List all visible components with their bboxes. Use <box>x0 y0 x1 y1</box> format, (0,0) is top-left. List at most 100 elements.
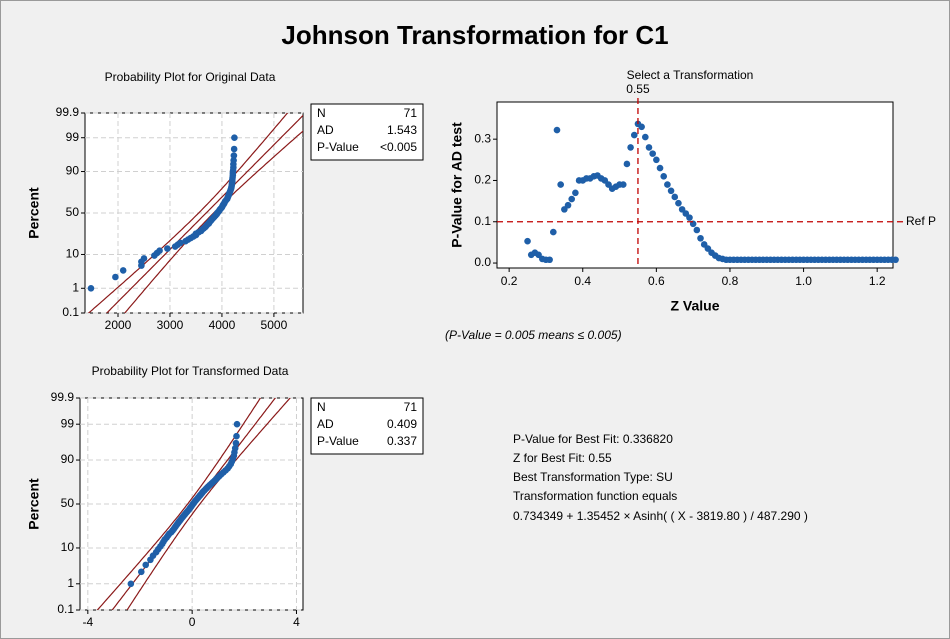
stats-label: AD <box>317 417 334 431</box>
data-point <box>664 181 671 188</box>
data-point <box>638 123 645 131</box>
data-point <box>142 561 150 569</box>
note: (P-Value = 0.005 means ≤ 0.005) <box>445 328 622 342</box>
x-tick-label: 0 <box>189 615 196 629</box>
y-tick-label: 0.1 <box>62 305 79 319</box>
chart-title: Select a Transformation <box>627 68 754 82</box>
data-point <box>686 214 693 221</box>
y-axis-label: P-Value for AD test <box>449 122 465 248</box>
stats-box: N 71 AD 1.543 P-Value <0.005 <box>310 103 424 161</box>
data-point <box>127 580 135 588</box>
data-point <box>671 193 679 201</box>
summary: P-Value for Best Fit: 0.336820 Z for Bes… <box>513 432 808 523</box>
data-point <box>653 156 660 164</box>
summary-line: Best Transformation Type: SU <box>513 470 673 484</box>
fit-line <box>105 114 303 313</box>
data-point <box>230 145 238 153</box>
data-point <box>572 189 579 197</box>
data-point <box>697 234 704 242</box>
data-point <box>619 181 627 188</box>
summary-line: Z for Best Fit: 0.55 <box>513 451 612 465</box>
stats-frame <box>310 397 424 455</box>
data-point <box>623 160 631 168</box>
y-tick-label: 10 <box>66 247 80 261</box>
stats-box: N 71 AD 0.409 P-Value 0.337 <box>310 397 424 455</box>
stats-value: 71 <box>404 106 418 120</box>
stats-frame <box>310 103 424 161</box>
data-point <box>177 239 184 247</box>
x-tick-label: -4 <box>82 615 93 629</box>
summary-line: 0.734349 + 1.35452 × Asinh( ( X - 3819.8… <box>513 509 808 523</box>
stats-value: 0.337 <box>387 434 417 448</box>
data-point <box>553 126 561 134</box>
x-tick-label: 4000 <box>209 318 236 332</box>
data-point <box>137 568 145 576</box>
y-tick-label: 0.0 <box>474 255 491 269</box>
stats-label: AD <box>317 123 334 137</box>
x-tick-label: 4 <box>293 615 300 629</box>
data-point <box>568 195 576 203</box>
y-axis-label: Percent <box>26 187 42 239</box>
data-point <box>675 199 682 207</box>
data-point <box>140 255 148 262</box>
data-point <box>233 420 241 428</box>
x-tick-label: 0.2 <box>501 274 518 288</box>
data-point <box>233 432 240 440</box>
x-tick-label: 3000 <box>157 318 184 332</box>
data-point <box>164 245 171 252</box>
data-point <box>557 181 564 188</box>
y-tick-label: 50 <box>61 496 75 510</box>
y-tick-label: 90 <box>61 452 75 466</box>
reference-label: Ref P <box>906 214 936 228</box>
x-tick-label: 1.2 <box>869 274 886 288</box>
data-point <box>524 237 531 245</box>
data-point <box>667 187 675 195</box>
data-point <box>232 439 240 447</box>
stats-label: P-Value <box>317 140 359 154</box>
data-point <box>119 267 127 274</box>
y-tick-label: 0.1 <box>57 602 74 616</box>
stats-value: <0.005 <box>380 140 417 154</box>
data-point <box>693 226 701 234</box>
data-point <box>645 144 653 151</box>
data-point <box>156 247 163 255</box>
x-axis-label: Z Value <box>670 298 719 314</box>
data-point <box>564 201 572 209</box>
x-tick-label: 0.4 <box>574 274 591 288</box>
x-tick-label: 1.0 <box>795 274 812 288</box>
y-tick-label: 0.1 <box>474 214 491 228</box>
x-tick-label: 2000 <box>105 318 132 332</box>
x-tick-label: 0.6 <box>648 274 665 288</box>
summary-line: P-Value for Best Fit: 0.336820 <box>513 432 673 446</box>
y-tick-label: 99 <box>61 416 75 430</box>
y-tick-label: 99.9 <box>56 105 80 119</box>
data-point <box>642 133 649 141</box>
y-tick-label: 1 <box>72 280 79 294</box>
data-point <box>112 273 119 281</box>
data-point <box>630 131 638 139</box>
y-tick-label: 10 <box>61 540 75 554</box>
data-point <box>546 256 553 264</box>
x-tick-label: 5000 <box>261 318 288 332</box>
y-tick-label: 0.3 <box>474 131 491 145</box>
stats-label: N <box>317 106 326 120</box>
data-point <box>87 284 95 292</box>
data-point <box>660 173 668 180</box>
chart-title: Probability Plot for Transformed Data <box>92 364 289 378</box>
stats-value: 1.543 <box>387 123 417 137</box>
page-title: Johnson Transformation for C1 <box>281 20 668 50</box>
confidence-band <box>87 113 289 313</box>
data-point <box>649 150 656 157</box>
confidence-band <box>96 398 262 610</box>
data-point <box>892 256 899 264</box>
stats-value: 71 <box>404 400 418 414</box>
stats-value: 0.409 <box>387 417 417 431</box>
data-point <box>550 228 557 236</box>
y-tick-label: 99.9 <box>51 390 75 404</box>
y-axis-label: Percent <box>26 478 42 530</box>
best-z-label: 0.55 <box>626 82 650 96</box>
y-tick-label: 1 <box>67 576 74 590</box>
data-point <box>231 444 239 452</box>
y-tick-label: 99 <box>66 130 80 144</box>
